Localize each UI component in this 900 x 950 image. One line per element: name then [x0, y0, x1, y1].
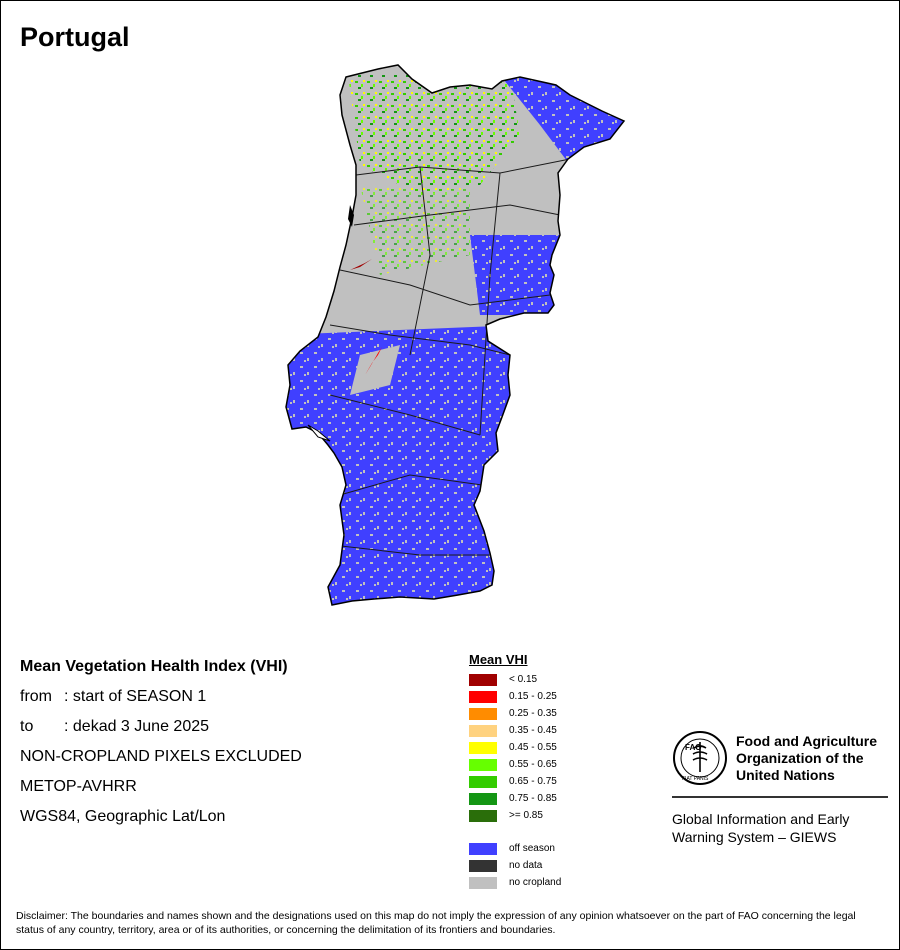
- legend-swatch: [469, 707, 497, 720]
- legend-label: 0.35 - 0.45: [509, 725, 557, 736]
- legend-item: 0.75 - 0.85: [469, 790, 561, 807]
- legend-item: no cropland: [469, 874, 561, 891]
- legend-label: < 0.15: [509, 674, 538, 685]
- legend-label: >= 0.85: [509, 810, 543, 821]
- giews-line-1: Global Information and Early: [672, 811, 850, 827]
- fao-org-name: Food and Agriculture Organization of the…: [736, 733, 877, 784]
- legend-swatch: [469, 775, 497, 788]
- fao-logo-text: FAO: [685, 743, 701, 752]
- legend-swatch: [469, 758, 497, 771]
- legend-swatch: [469, 690, 497, 703]
- to-label: to: [20, 718, 34, 735]
- legend-item: no data: [469, 857, 561, 874]
- portugal-outline: [285, 64, 626, 606]
- org-line-1: Food and Agriculture: [736, 732, 878, 749]
- legend-swatch: [469, 859, 497, 872]
- map-title: Portugal: [20, 22, 130, 52]
- legend-label: 0.45 - 0.55: [509, 742, 557, 753]
- central-north-vegetation-area: [360, 185, 470, 275]
- legend-label: no cropland: [509, 877, 562, 888]
- legend-title: Mean VHI: [469, 652, 528, 667]
- tejo-no-cropland-area: [350, 345, 400, 395]
- legend-item: >= 0.85: [469, 807, 561, 824]
- legend-swatch: [469, 673, 497, 686]
- legend-label: 0.55 - 0.65: [509, 759, 557, 770]
- map-legend: Mean VHI < 0.15 0.15 - 0.25 0.25 - 0.35 0.3…: [469, 652, 561, 891]
- org-line-2: Organization of the: [736, 749, 864, 766]
- legend-class-list: < 0.15 0.15 - 0.25 0.25 - 0.35 0.35 - 0.45 0…: [469, 671, 561, 824]
- fao-logo-icon: FAO FIAT PANIS: [673, 731, 727, 785]
- legend-swatch: [469, 792, 497, 805]
- from-value: : start of SEASON 1: [64, 688, 207, 705]
- legend-label: 0.25 - 0.35: [509, 708, 557, 719]
- legend-label: 0.65 - 0.75: [509, 776, 557, 787]
- legend-item: 0.45 - 0.55: [469, 739, 561, 756]
- from-label: from: [20, 688, 52, 705]
- projection-info: WGS84, Geographic Lat/Lon: [20, 808, 226, 825]
- org-line-3: United Nations: [736, 766, 835, 783]
- fao-divider: [672, 796, 888, 798]
- legend-other-list: off season no data no cropland: [469, 840, 561, 891]
- legend-swatch: [469, 741, 497, 754]
- east-off-season-area: [470, 235, 570, 315]
- giews-name: Global Information and Early Warning Sys…: [672, 810, 888, 846]
- legend-swatch: [469, 724, 497, 737]
- legend-item: 0.55 - 0.65: [469, 756, 561, 773]
- fao-branding: FAO FIAT PANIS Food and Agriculture Orga…: [672, 730, 888, 846]
- sensor-name: METOP-AVHRR: [20, 778, 137, 795]
- legend-label: 0.75 - 0.85: [509, 793, 557, 804]
- legend-label: off season: [509, 843, 555, 854]
- legend-label: 0.15 - 0.25: [509, 691, 557, 702]
- legend-item: < 0.15: [469, 671, 561, 688]
- period-to: to : dekad 3 June 2025: [20, 717, 302, 747]
- legend-item: off season: [469, 840, 561, 857]
- disclaimer-text: Disclaimer: The boundaries and names sho…: [16, 910, 856, 936]
- fao-motto: FIAT PANIS: [682, 776, 709, 782]
- giews-line-2: Warning System – GIEWS: [672, 829, 837, 845]
- legend-item: 0.35 - 0.45: [469, 722, 561, 739]
- legend-label: no data: [509, 860, 543, 871]
- aveiro-lagoon: [348, 205, 354, 227]
- map-info-panel: Mean Vegetation Health Index (VHI) from:…: [20, 657, 302, 837]
- fao-logo-row: FAO FIAT PANIS Food and Agriculture Orga…: [672, 730, 888, 786]
- period-from: from : start of SEASON 1: [20, 687, 302, 717]
- index-heading: Mean Vegetation Health Index (VHI): [20, 658, 288, 675]
- exclusion-note: NON-CROPLAND PIXELS EXCLUDED: [20, 748, 302, 765]
- legend-item: 0.25 - 0.35: [469, 705, 561, 722]
- north-vegetation-area: [348, 75, 520, 195]
- legend-swatch: [469, 876, 497, 889]
- legend-item: 0.65 - 0.75: [469, 773, 561, 790]
- to-value: : dekad 3 June 2025: [64, 718, 210, 735]
- tejo-estuary: [307, 424, 331, 442]
- legend-swatch: [469, 842, 497, 855]
- portugal-vhi-map: [285, 64, 626, 606]
- legend-item: 0.15 - 0.25: [469, 688, 561, 705]
- legend-swatch: [469, 809, 497, 822]
- tejo-low-vhi-strip: [365, 347, 382, 375]
